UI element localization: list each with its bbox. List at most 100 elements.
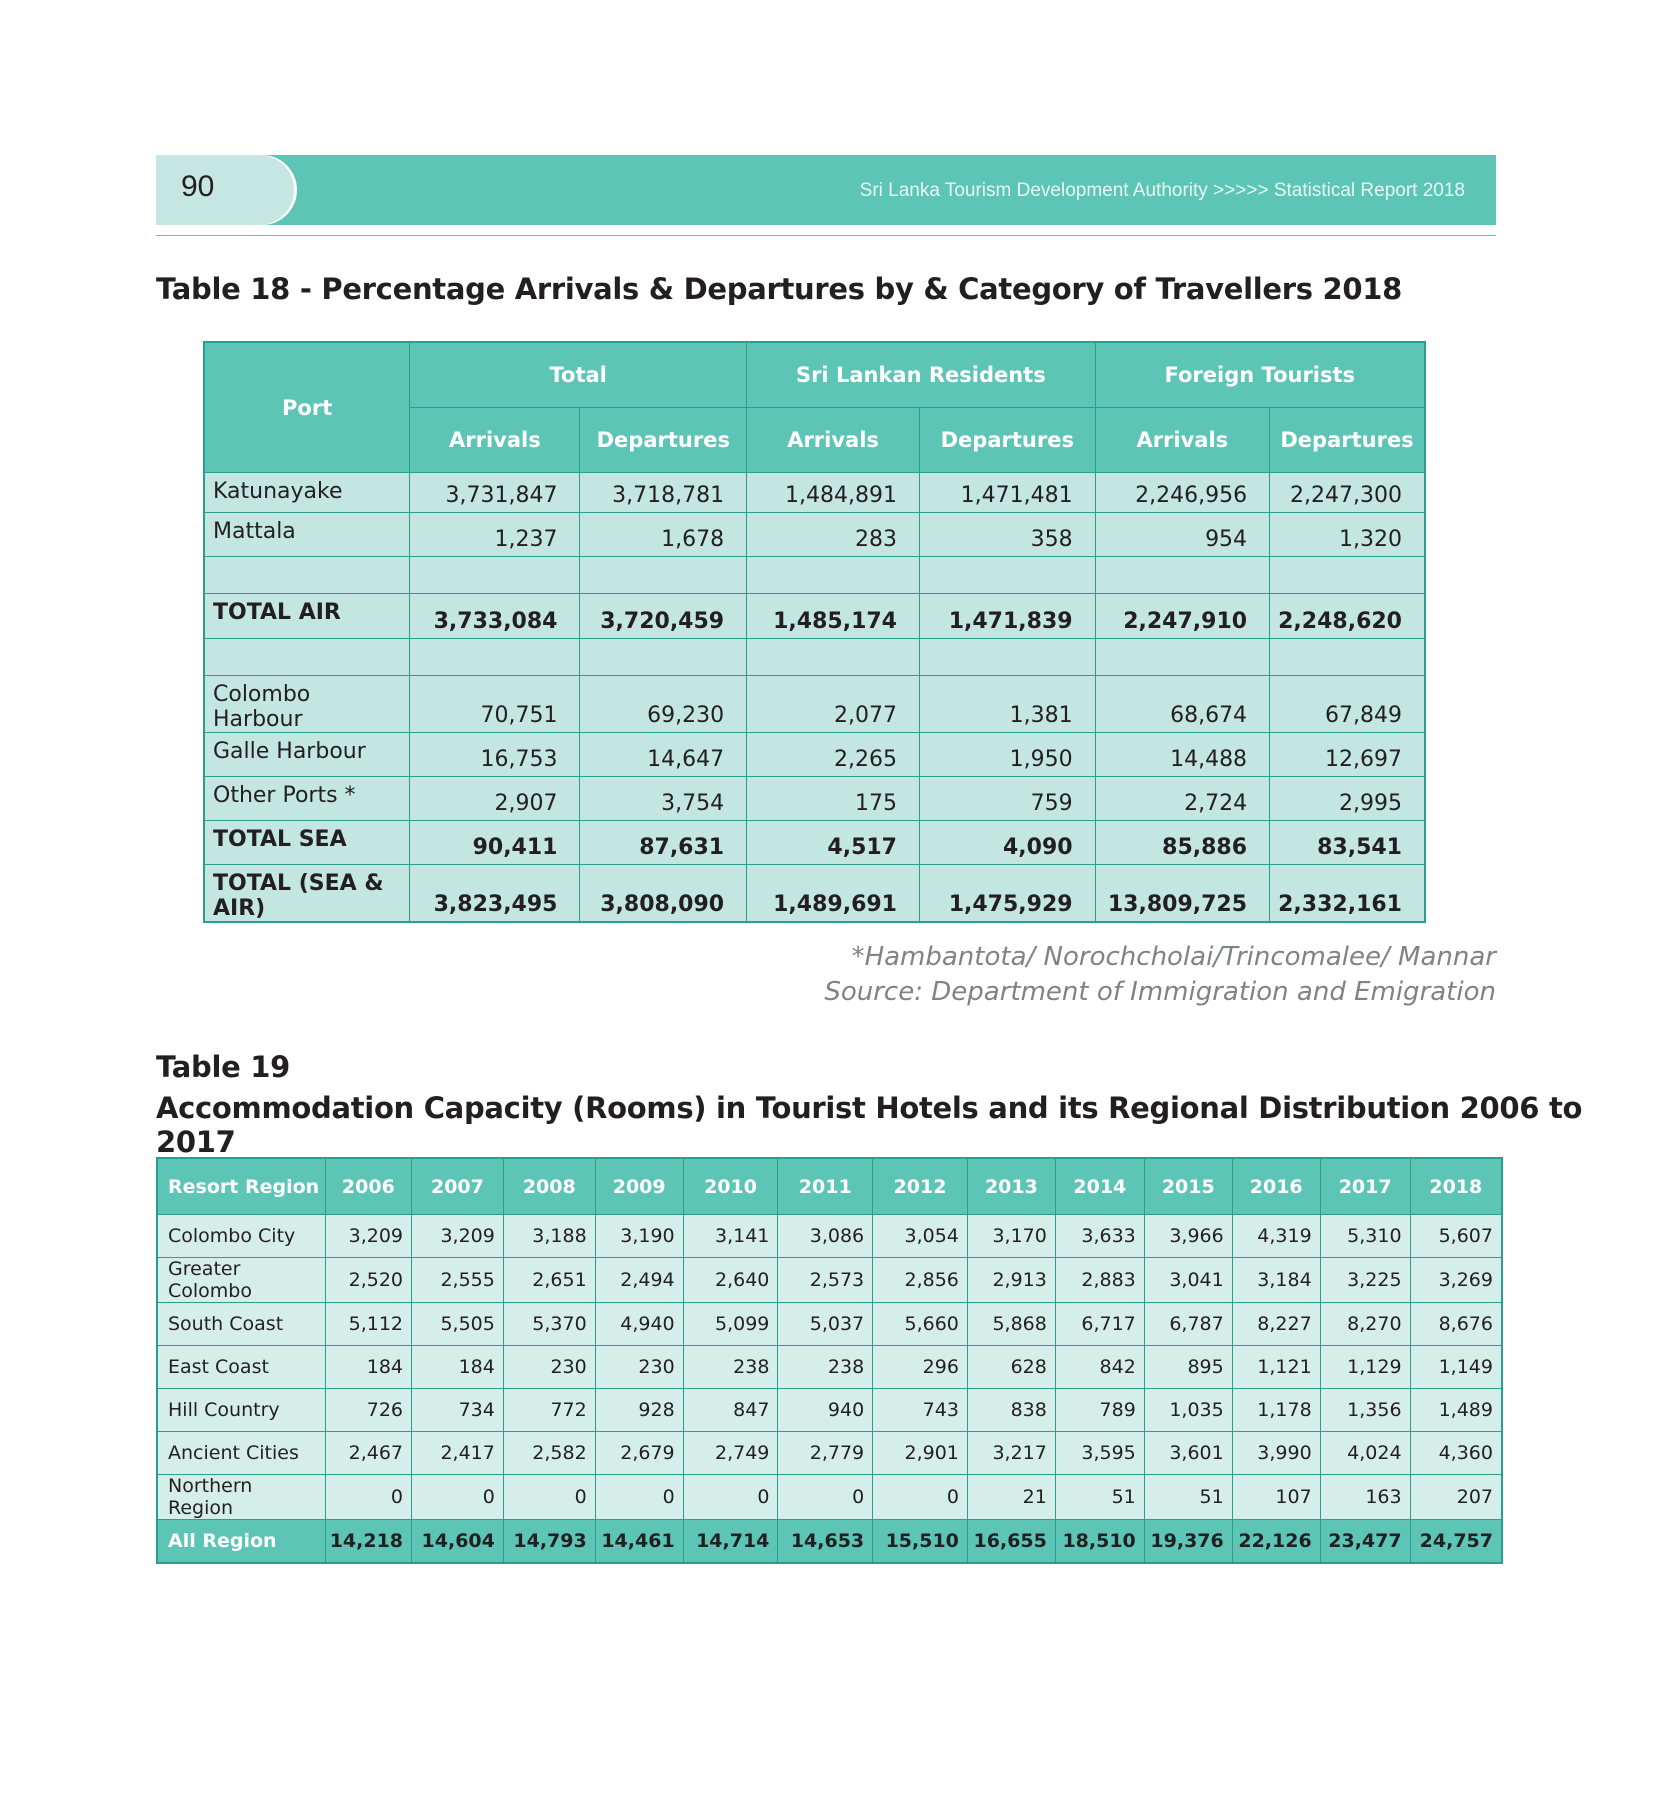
value-cell: 283 (746, 512, 920, 557)
value-cell: 175 (746, 776, 920, 821)
page-number: 90 (181, 170, 215, 203)
total-row: TOTAL (SEA & AIR) 3,823,495 3,808,090 1,… (203, 864, 1426, 923)
value-cell: 14,714 (682, 1519, 779, 1564)
value-cell: 0 (411, 1474, 504, 1520)
region-cell: Hill Country (156, 1388, 326, 1432)
value-cell: 23,477 (1319, 1519, 1411, 1564)
value-cell: 14,488 (1094, 732, 1271, 777)
group-header-foreign: Foreign Tourists (1094, 341, 1426, 408)
value-cell: 14,461 (594, 1519, 684, 1564)
total-row: All Region 14,218 14,604 14,793 14,461 14,714… (156, 1519, 1503, 1564)
col-header-year: 2016 (1231, 1157, 1321, 1215)
value-cell: 0 (594, 1474, 684, 1520)
value-cell: 16,753 (409, 732, 581, 777)
value-cell: 2,555 (411, 1257, 504, 1303)
table18: Port Total Sri Lankan Residents Foreign … (203, 341, 1426, 923)
value-cell: 3,188 (502, 1214, 596, 1258)
port-cell: Mattala (203, 512, 411, 557)
value-cell: 2,573 (777, 1257, 874, 1303)
table-row: East Coast 184 184 230 230 238 238 296 628 842 895… (156, 1345, 1503, 1389)
value-cell: 5,037 (777, 1302, 874, 1346)
region-cell: Colombo City (156, 1214, 326, 1258)
value-cell: 14,218 (324, 1519, 413, 1564)
running-title: Sri Lanka Tourism Development Authority … (859, 180, 1465, 201)
value-cell: 3,209 (324, 1214, 413, 1258)
table-row: Northern Region 0 0 0 0 0 0 0 21 51 51 107 163 207 (156, 1474, 1503, 1520)
value-cell: 4,319 (1231, 1214, 1321, 1258)
value-cell: 184 (324, 1345, 413, 1389)
table-row: Colombo Harbour 70,751 69,230 2,077 1,38… (203, 675, 1426, 733)
value-cell: 842 (1054, 1345, 1145, 1389)
value-cell: 230 (502, 1345, 596, 1389)
value-cell: 628 (966, 1345, 1056, 1389)
value-cell: 2,749 (682, 1431, 779, 1475)
table-row: South Coast 5,112 5,505 5,370 4,940 5,099 5,03… (156, 1302, 1503, 1346)
value-cell: 2,856 (872, 1257, 968, 1303)
col-header-departures: Departures (579, 407, 748, 473)
value-cell: 0 (502, 1474, 596, 1520)
region-cell: Ancient Cities (156, 1431, 326, 1475)
value-cell: 2,913 (966, 1257, 1056, 1303)
value-cell: 15,510 (872, 1519, 968, 1564)
total-row: TOTAL SEA 90,411 87,631 4,517 4,090 85,8… (203, 820, 1426, 865)
value-cell: 3,269 (1409, 1257, 1503, 1303)
col-header-year: 2012 (872, 1157, 968, 1215)
value-cell: 0 (324, 1474, 413, 1520)
spacer-row (203, 638, 1426, 676)
value-cell: 1,678 (579, 512, 748, 557)
value-cell: 1,381 (919, 675, 1096, 733)
value-cell: 3,041 (1143, 1257, 1233, 1303)
value-cell: 1,485,174 (746, 593, 920, 639)
value-cell: 928 (594, 1388, 684, 1432)
value-cell: 2,995 (1269, 776, 1426, 821)
value-cell: 3,217 (966, 1431, 1056, 1475)
value-cell: 6,787 (1143, 1302, 1233, 1346)
value-cell: 3,595 (1054, 1431, 1145, 1475)
table-row: Galle Harbour 16,753 14,647 2,265 1,950 … (203, 732, 1426, 777)
value-cell: 2,246,956 (1094, 472, 1271, 513)
source-note: Source: Department of Immigration and Em… (824, 977, 1496, 1007)
value-cell: 2,417 (411, 1431, 504, 1475)
region-cell: Greater Colombo (156, 1257, 326, 1303)
value-cell: 4,024 (1319, 1431, 1411, 1475)
port-cell: Katunayake (203, 472, 411, 513)
value-cell: 8,270 (1319, 1302, 1411, 1346)
value-cell: 2,651 (502, 1257, 596, 1303)
value-cell: 3,718,781 (579, 472, 748, 513)
value-cell: 1,471,839 (919, 593, 1096, 639)
value-cell: 184 (411, 1345, 504, 1389)
table-row: Colombo City 3,209 3,209 3,188 3,190 3,141 3,0… (156, 1214, 1503, 1258)
value-cell: 51 (1054, 1474, 1145, 1520)
col-header-arrivals: Arrivals (1094, 407, 1271, 473)
value-cell: 5,607 (1409, 1214, 1503, 1258)
page-number-tab (156, 155, 294, 225)
value-cell: 726 (324, 1388, 413, 1432)
value-cell: 1,149 (1409, 1345, 1503, 1389)
value-cell: 2,679 (594, 1431, 684, 1475)
port-cell: TOTAL AIR (203, 593, 411, 639)
value-cell: 5,505 (411, 1302, 504, 1346)
value-cell: 0 (777, 1474, 874, 1520)
value-cell: 1,489 (1409, 1388, 1503, 1432)
value-cell: 16,655 (966, 1519, 1056, 1564)
port-cell: Colombo Harbour (203, 675, 411, 733)
value-cell: 3,170 (966, 1214, 1056, 1258)
table19-title: Accommodation Capacity (Rooms) in Touris… (156, 1091, 1583, 1159)
col-header-year: 2018 (1409, 1157, 1503, 1215)
value-cell: 238 (682, 1345, 779, 1389)
value-cell: 69,230 (579, 675, 748, 733)
col-header-year: 2017 (1319, 1157, 1411, 1215)
value-cell: 1,489,691 (746, 864, 920, 923)
value-cell: 2,901 (872, 1431, 968, 1475)
value-cell: 3,054 (872, 1214, 968, 1258)
value-cell: 22,126 (1231, 1519, 1321, 1564)
value-cell: 70,751 (409, 675, 581, 733)
value-cell: 3,731,847 (409, 472, 581, 513)
value-cell: 3,190 (594, 1214, 684, 1258)
region-cell: South Coast (156, 1302, 326, 1346)
col-header-year: 2014 (1054, 1157, 1145, 1215)
value-cell: 895 (1143, 1345, 1233, 1389)
value-cell: 3,808,090 (579, 864, 748, 923)
value-cell: 940 (777, 1388, 874, 1432)
col-header-year: 2008 (502, 1157, 596, 1215)
